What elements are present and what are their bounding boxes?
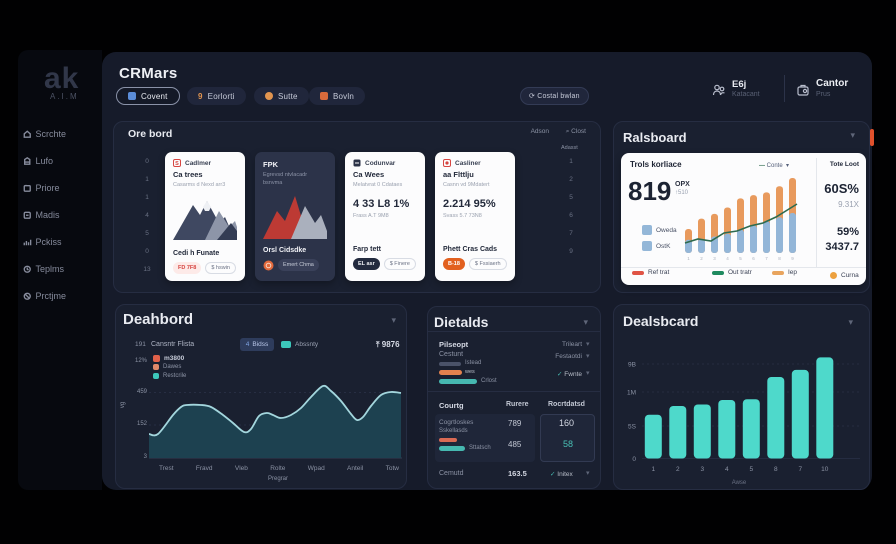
svg-text:7: 7 xyxy=(798,466,802,473)
svg-text:7: 7 xyxy=(765,256,768,261)
svg-text:2: 2 xyxy=(700,256,703,261)
svg-text:3: 3 xyxy=(700,466,704,473)
svg-text:S: S xyxy=(175,161,179,167)
svg-text:4: 4 xyxy=(725,466,729,473)
svg-text:5: 5 xyxy=(749,466,753,473)
svg-text:2: 2 xyxy=(676,466,680,473)
svg-text:10: 10 xyxy=(821,466,829,473)
svg-text:1: 1 xyxy=(687,256,690,261)
svg-text:5: 5 xyxy=(739,256,742,261)
svg-text:1M: 1M xyxy=(627,390,636,397)
svg-text:4: 4 xyxy=(726,256,729,261)
svg-text:1: 1 xyxy=(651,466,655,473)
svg-text:8: 8 xyxy=(778,256,781,261)
svg-text:0: 0 xyxy=(632,456,636,463)
svg-text:6: 6 xyxy=(752,256,755,261)
svg-text:3: 3 xyxy=(713,256,716,261)
svg-text:5S: 5S xyxy=(628,424,637,431)
svg-text:9: 9 xyxy=(791,256,794,261)
svg-text:9B: 9B xyxy=(628,362,636,369)
svg-text:Awse: Awse xyxy=(732,480,747,486)
svg-text:8: 8 xyxy=(774,466,778,473)
